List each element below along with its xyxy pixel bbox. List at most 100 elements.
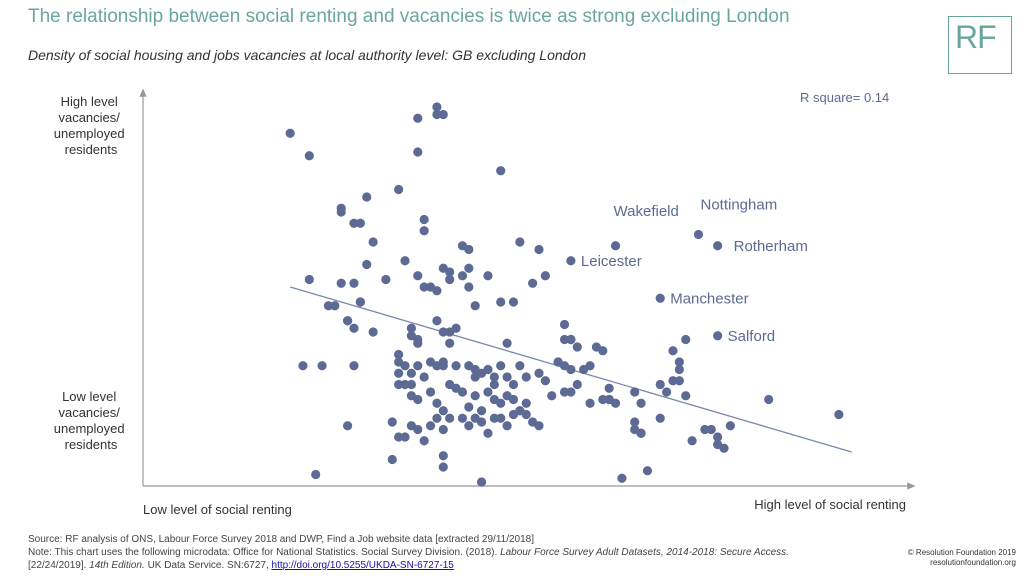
data-point [432, 413, 442, 423]
source-note: Source: RF analysis of ONS, Labour Force… [28, 534, 535, 545]
data-point [432, 109, 442, 120]
data-point [368, 237, 378, 247]
point-label: Rotherham [734, 238, 808, 255]
data-point [425, 421, 436, 431]
point-label: Leicester [581, 253, 642, 270]
data-point [630, 417, 640, 427]
data-point [394, 379, 404, 390]
data-point [457, 387, 468, 397]
data-point [368, 327, 378, 337]
data-point [400, 361, 410, 371]
data-point [566, 334, 576, 345]
chart-title: The relationship between social renting … [28, 6, 790, 27]
data-point [476, 417, 487, 427]
data-point [636, 428, 646, 438]
data-point [515, 361, 525, 371]
data-point [489, 372, 499, 382]
data-point [534, 368, 544, 378]
data-point [438, 424, 448, 435]
point-label: Nottingham [701, 197, 778, 214]
data-point [476, 406, 487, 416]
data-point [681, 391, 691, 401]
data-point [496, 398, 506, 408]
data-point [598, 394, 608, 405]
data-point [432, 102, 442, 112]
data-point [483, 271, 493, 281]
data-point [528, 278, 538, 288]
data-note: Note: This chart uses the following micr… [28, 546, 888, 559]
data-point [451, 323, 461, 333]
data-point [330, 301, 340, 311]
data-point [394, 432, 404, 442]
y-label-high-line: unemployed [54, 126, 125, 141]
data-point [464, 282, 474, 292]
labeled-data-point [610, 241, 621, 251]
data-point [515, 237, 525, 247]
data-point [413, 271, 423, 281]
y-label-low: Low level vacancies/ unemployed resident… [54, 389, 128, 452]
doi-link[interactable]: http://doi.org/10.5255/UKDA-SN-6727-15 [271, 560, 454, 571]
data-point [508, 394, 519, 405]
data-point [483, 364, 493, 375]
data-point [406, 323, 416, 333]
data-point [400, 432, 410, 442]
y-label-low-line: vacancies/ [58, 405, 120, 420]
data-point [438, 462, 448, 472]
data-point [343, 316, 353, 326]
data-point [502, 421, 512, 431]
point-label: Salford [728, 328, 776, 345]
data-point [521, 372, 531, 382]
data-point [540, 376, 550, 386]
data-point [285, 128, 295, 138]
data-point [394, 368, 404, 378]
data-point [687, 436, 697, 446]
data-point [725, 421, 736, 431]
data-point [502, 372, 512, 382]
data-point [419, 214, 429, 225]
data-point [496, 166, 506, 176]
data-point [521, 409, 531, 420]
data-point [419, 282, 429, 292]
data-point [413, 424, 423, 435]
data-point [483, 387, 493, 397]
y-label-low-line: unemployed [54, 421, 125, 436]
data-point [540, 271, 550, 281]
data-point [394, 349, 404, 360]
data-point [496, 297, 506, 307]
y-label-low-line: residents [65, 437, 118, 452]
data-point [304, 151, 314, 161]
data-point [464, 421, 474, 431]
copyright: © Resolution Foundation 2019 [907, 548, 1016, 557]
data-point [489, 379, 499, 390]
data-point [445, 338, 455, 348]
data-point [438, 327, 448, 337]
point-label: Manchester [670, 290, 748, 307]
data-point [387, 454, 397, 465]
data-point [438, 451, 448, 461]
chart-subtitle: Density of social housing and jobs vacan… [28, 47, 586, 63]
data-point [355, 218, 365, 228]
data-point [432, 286, 442, 296]
data-point [413, 394, 423, 405]
point-label: Wakefield [614, 203, 679, 220]
data-point [464, 263, 474, 273]
data-point [559, 387, 570, 397]
data-point [387, 417, 397, 427]
website: resolutionfoundation.org [930, 558, 1016, 567]
data-point [559, 334, 570, 345]
data-point [713, 432, 723, 442]
data-note-cont: [22/24/2019]. 14th Edition. UK Data Serv… [28, 559, 888, 572]
data-point [642, 466, 653, 476]
data-point [400, 379, 410, 390]
data-point [496, 413, 506, 423]
data-point [476, 477, 487, 487]
x-label-low: Low level of social renting [143, 502, 292, 517]
data-point [630, 387, 640, 397]
data-point [617, 473, 627, 483]
data-point [534, 421, 544, 431]
data-point [438, 109, 448, 120]
note-prefix: Note: This chart uses the following micr… [28, 547, 498, 558]
labels-layer: Wakefield Leicester Nottingham Rotherham Man… [566, 197, 808, 345]
data-point [470, 391, 480, 401]
data-point [706, 424, 716, 435]
